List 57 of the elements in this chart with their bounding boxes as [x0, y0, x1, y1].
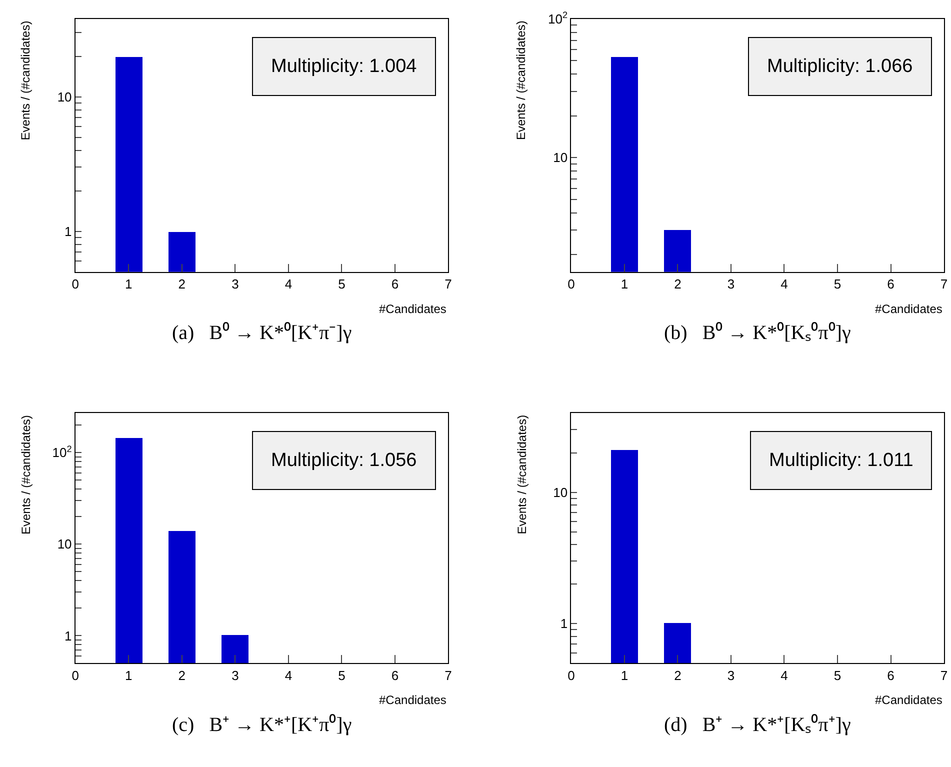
- x-tick-label: 0: [72, 668, 80, 683]
- annotation: Multiplicity: 1.004: [271, 56, 418, 77]
- y-axis-title: Events / (#candidates): [514, 414, 529, 534]
- text: (a) B⁰ → K*⁰[K⁺π⁻]γ: [172, 321, 352, 344]
- x-tick-label: 4: [284, 276, 292, 292]
- y-axis-title: Events / (#candidates): [19, 415, 34, 535]
- x-tick-label: 7: [940, 668, 948, 683]
- x-tick-label: 0: [568, 668, 575, 683]
- x-tick-label: 1: [125, 668, 132, 683]
- text: (d) B⁺ → K*⁺[Kₛ⁰π⁺]γ: [664, 713, 851, 736]
- x-tick-label: 1: [620, 668, 628, 683]
- x-tick-label: 6: [391, 276, 399, 292]
- x-tick-label: 2: [178, 276, 186, 292]
- x-tick-label: 2: [674, 668, 682, 683]
- annotation: Multiplicity: 1.011: [769, 450, 914, 471]
- x-tick-label: 7: [940, 276, 948, 292]
- x-tick-label: 2: [674, 276, 682, 292]
- x-axis-title: #Candidates: [379, 302, 446, 316]
- x-tick-label: 3: [727, 668, 735, 683]
- x-tick-label: 3: [727, 276, 735, 292]
- y-axis-title: Events / (#candidates): [514, 20, 528, 140]
- x-tick-label: 3: [232, 276, 239, 292]
- y-tick-label: 1: [560, 616, 568, 632]
- x-tick-label: 6: [887, 276, 894, 292]
- y-tick-label: 10: [553, 150, 568, 166]
- x-tick-label: 4: [780, 668, 788, 683]
- text: (c) B⁺ → K*⁺[K⁺π⁰]γ: [172, 713, 352, 736]
- x-tick-label: 6: [887, 668, 894, 683]
- text: (b) B⁰ → K*⁰[Kₛ⁰π⁰]γ: [664, 321, 851, 344]
- x-tick-label: 0: [568, 276, 575, 292]
- x-tick-label: 5: [834, 276, 842, 292]
- x-tick-label: 3: [232, 668, 239, 683]
- x-axis-title: #Candidates: [379, 693, 446, 707]
- y-tick-label: 10: [57, 536, 72, 552]
- x-tick-label: 5: [834, 668, 842, 683]
- x-axis-title: #Candidates: [875, 693, 942, 707]
- x-tick-label: 6: [391, 668, 399, 683]
- y-tick-label: 10: [57, 89, 72, 104]
- y-tick-label: 10$^{2}$: [548, 10, 568, 26]
- x-tick-label: 4: [780, 276, 788, 292]
- x-tick-label: 5: [338, 276, 346, 292]
- x-tick-label: 2: [178, 668, 186, 683]
- x-tick-label: 7: [444, 668, 452, 683]
- annotation: Multiplicity: 1.056: [271, 450, 417, 471]
- y-tick-label: 1: [64, 628, 72, 644]
- x-tick-label: 0: [72, 276, 80, 292]
- x-axis-title: #Candidates: [875, 302, 942, 316]
- y-tick-label: 1: [64, 224, 72, 239]
- x-tick-label: 1: [620, 276, 628, 292]
- y-tick-label: 10$^{2}$: [52, 444, 72, 460]
- annotation: Multiplicity: 1.066: [767, 56, 913, 77]
- x-tick-label: 4: [284, 668, 292, 683]
- x-tick-label: 7: [444, 276, 452, 292]
- y-tick-label: 10: [553, 484, 568, 500]
- x-tick-label: 5: [338, 668, 346, 683]
- y-axis-title: Events / (#candidates): [18, 20, 32, 140]
- x-tick-label: 1: [125, 276, 132, 292]
